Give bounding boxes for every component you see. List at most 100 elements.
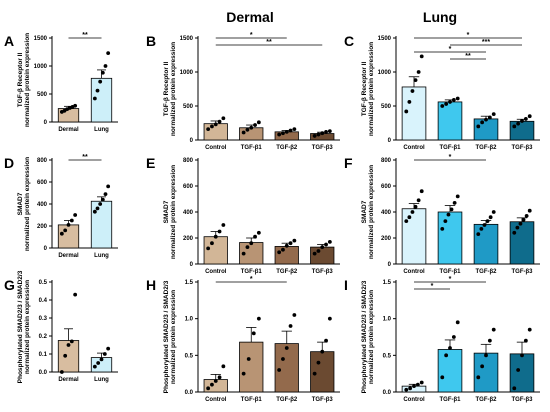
data-point (66, 223, 71, 227)
y-tick-label: 0 (388, 138, 392, 144)
data-point (523, 338, 528, 343)
y-tick-label: 0 (388, 262, 392, 268)
bar (509, 221, 535, 265)
data-point (59, 231, 64, 236)
x-tick-label: TGF-β1 (241, 269, 263, 275)
y-tick-label: 1000 (180, 70, 194, 76)
data-point (316, 360, 321, 365)
data-point (448, 100, 452, 104)
data-point (106, 184, 111, 189)
data-point (452, 201, 457, 205)
data-point (320, 349, 325, 354)
data-point (485, 219, 490, 224)
y-tick-label: 200 (183, 236, 194, 242)
y-tick-label: 600 (381, 184, 392, 190)
y-tick-label: 400 (381, 210, 392, 216)
data-point (103, 64, 108, 68)
y-tick-label: 800 (183, 158, 194, 164)
bar (57, 224, 80, 249)
y-tick-label: 0.0 (39, 370, 48, 376)
bar (274, 246, 299, 265)
x-tick-label: TGF-β2 (276, 145, 298, 151)
x-tick-label: TGF-β3 (312, 269, 334, 275)
data-point (277, 132, 282, 137)
y-tick-label: 0.4 (39, 298, 48, 304)
data-point (512, 230, 517, 235)
data-point (217, 229, 222, 234)
data-point (100, 70, 105, 75)
y-tick-label: 0 (190, 262, 194, 268)
y-axis-title: SMAD7 (17, 192, 24, 215)
data-point (491, 210, 496, 214)
data-point (221, 223, 226, 227)
data-point (245, 127, 250, 132)
y-axis-title: SMAD7 (361, 200, 368, 223)
x-tick-label: TGF-β2 (476, 145, 498, 151)
data-point (284, 346, 289, 350)
y-tick-label: 1500 (34, 36, 48, 42)
x-tick-label: Dermal (58, 127, 79, 133)
bar (473, 352, 499, 393)
data-point (210, 241, 214, 246)
data-point (440, 104, 445, 108)
data-point (102, 352, 107, 356)
y-tick-label: 0.0 (383, 390, 392, 396)
data-point (59, 370, 64, 374)
significance-label: * (250, 276, 253, 283)
data-point (63, 353, 68, 358)
y-tick-label: 0 (190, 138, 194, 144)
data-point (413, 78, 418, 83)
y-tick-label: 0.5 (383, 353, 392, 359)
y-axis-subtitle: normalized protein expression (170, 42, 177, 136)
data-point (480, 120, 485, 125)
data-point (292, 238, 297, 243)
data-point (527, 208, 532, 213)
data-point (444, 353, 449, 358)
panel-e: E SMAD7 normalized protein expression 0 200 4… (146, 155, 340, 275)
bar (509, 353, 535, 393)
y-tick-label: 200 (37, 224, 48, 230)
x-tick-label: TGF-β1 (440, 145, 462, 151)
data-point (527, 114, 532, 119)
panel-letter: C (344, 33, 354, 49)
lung-section-title: Lung (423, 9, 457, 25)
data-point (412, 384, 416, 389)
data-point (241, 371, 246, 376)
data-point (413, 204, 418, 209)
data-point (213, 379, 218, 383)
data-point (523, 117, 528, 121)
y-tick-label: 0.3 (39, 316, 48, 322)
panel-d: D SMAD7 normalized protein expression 0 200 4… (4, 154, 118, 259)
data-point (210, 382, 214, 387)
significance-label: *** (482, 39, 490, 46)
x-tick-label: Lung (94, 377, 109, 383)
data-point (288, 128, 293, 133)
data-point (103, 192, 108, 197)
data-point (69, 339, 74, 344)
data-point (404, 387, 409, 392)
data-point (479, 227, 484, 231)
y-tick-label: 1000 (378, 70, 392, 76)
data-point (221, 364, 226, 369)
y-tick-label: 400 (37, 202, 48, 208)
data-point (241, 251, 246, 256)
data-point (256, 316, 261, 321)
y-tick-label: 0.5 (39, 280, 48, 286)
y-axis-subtitle: normalized protein expression (368, 165, 375, 259)
data-point (520, 353, 524, 358)
bar (310, 246, 335, 265)
data-point (217, 375, 222, 380)
data-point (245, 245, 250, 250)
data-point (221, 116, 226, 121)
panel-letter: D (4, 155, 14, 171)
significance-label: * (449, 46, 452, 53)
significance-label: ** (465, 53, 471, 60)
data-point (324, 242, 328, 247)
data-point (277, 250, 282, 255)
data-point (520, 119, 524, 123)
panel-b: B TGF-β Receptor II normalized protein exp… (146, 32, 340, 151)
bar (473, 118, 499, 141)
y-tick-label: 1.0 (185, 317, 194, 323)
data-point (324, 129, 328, 134)
